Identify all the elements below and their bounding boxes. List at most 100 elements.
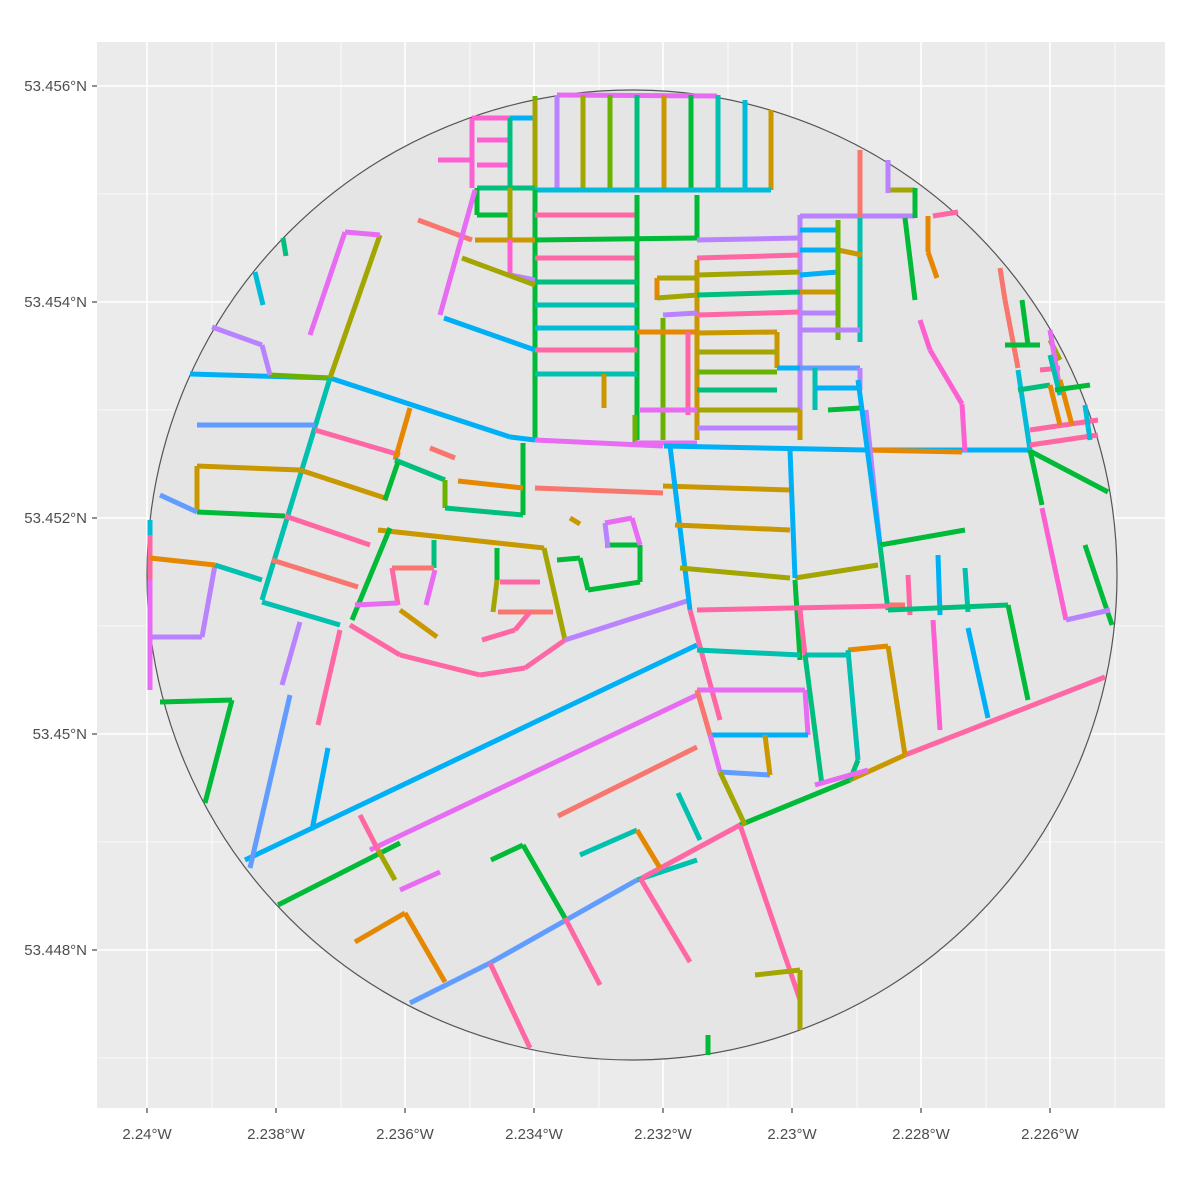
street-segment: [398, 869, 442, 893]
street-segment: [792, 579, 803, 661]
street-segment: [1027, 449, 1045, 506]
y-tick-label: 53.45°N: [33, 726, 87, 743]
street-segment: [1082, 404, 1093, 441]
street-segment: [271, 557, 359, 590]
street-segment: [662, 483, 791, 493]
x-tick-label: 2.228°W: [892, 1126, 951, 1143]
street-segment: [481, 627, 516, 643]
x-tick-label: 2.232°W: [634, 1126, 693, 1143]
street-segment: [299, 467, 389, 502]
street-segment: [382, 461, 401, 501]
street-segment: [489, 842, 525, 863]
street-segment: [392, 407, 413, 461]
street-segment: [634, 828, 663, 870]
street-segment: [1054, 382, 1091, 393]
street-segment: [488, 877, 639, 966]
street-segment: [577, 557, 591, 591]
street-segment: [564, 597, 691, 643]
street-segment: [556, 744, 699, 819]
street-segment: [243, 642, 699, 863]
street-segment: [629, 517, 643, 546]
street-segment: [997, 267, 1008, 301]
street-segment: [315, 629, 343, 726]
x-tick-label: 2.24°W: [122, 1126, 172, 1143]
street-segment: [261, 599, 341, 628]
street-segment: [845, 649, 861, 761]
street-segment: [357, 813, 381, 852]
buffer-circle: [146, 89, 1118, 1061]
street-segment: [354, 600, 399, 608]
street-segment: [696, 329, 778, 336]
street-segment: [663, 443, 867, 453]
street-segment: [656, 292, 698, 301]
street-segment: [717, 770, 748, 827]
y-tick-label: 53.456°N: [24, 78, 87, 95]
street-segment: [754, 967, 801, 978]
street-segment: [368, 692, 699, 853]
street-segment: [1026, 447, 1110, 495]
street-segment: [787, 449, 798, 579]
street-segment: [927, 348, 965, 406]
street-segment: [837, 247, 863, 258]
street-segment: [1005, 604, 1031, 701]
street-segment: [314, 427, 401, 458]
street-segment: [687, 609, 723, 721]
street-segment: [534, 437, 664, 449]
street-segment: [279, 621, 303, 686]
street-segment: [1017, 382, 1051, 393]
street-segment: [762, 734, 773, 776]
street-segment: [389, 567, 401, 606]
street-segment: [604, 515, 633, 526]
street-segment: [904, 674, 1106, 758]
street-segment: [917, 319, 933, 351]
street-segment: [429, 445, 456, 461]
street-segment: [247, 694, 293, 869]
street-segment: [423, 569, 438, 606]
street-segment: [562, 916, 603, 987]
street-segment: [348, 622, 402, 658]
street-segment: [1002, 299, 1021, 369]
street-segment: [694, 689, 713, 736]
street-segment: [487, 961, 533, 1050]
y-tick-label: 53.454°N: [24, 294, 87, 311]
street-segment: [353, 910, 407, 945]
street-segment: [199, 564, 218, 638]
street-segment: [662, 310, 698, 318]
street-segment: [377, 527, 545, 551]
street-segment: [814, 767, 869, 788]
street-segment: [461, 255, 536, 288]
street-segment: [696, 252, 801, 261]
street-segment: [556, 555, 581, 563]
street-segment: [402, 911, 448, 984]
street-segment: [674, 522, 791, 533]
street-segment: [437, 189, 478, 316]
street-segment: [675, 791, 703, 842]
street-segment: [399, 652, 481, 678]
street-segment: [855, 379, 883, 546]
street-segment: [269, 372, 331, 381]
street-segment: [696, 235, 801, 243]
street-segment: [327, 234, 383, 379]
x-axis: 2.24°W 2.238°W 2.236°W 2.234°W 2.232°W 2.23°W…: [122, 1108, 1080, 1143]
street-segment: [307, 231, 348, 336]
street-segments: [147, 92, 1115, 1055]
street-segment: [568, 515, 582, 527]
street-segment: [797, 609, 808, 656]
street-segment: [602, 522, 611, 549]
x-tick-label: 2.234°W: [505, 1126, 564, 1143]
street-segment: [696, 289, 801, 298]
x-tick-label: 2.238°W: [247, 1126, 306, 1143]
street-segment: [877, 544, 891, 611]
street-segment: [1047, 384, 1063, 426]
street-segment: [696, 647, 801, 658]
street-segment: [667, 445, 693, 611]
street-segment: [1065, 607, 1111, 623]
street-segment: [394, 457, 446, 483]
street-segment: [1019, 299, 1031, 346]
street-segment: [696, 309, 801, 318]
street-segment: [329, 375, 511, 440]
street-segment: [696, 603, 891, 613]
x-tick-label: 2.226°W: [1021, 1126, 1080, 1143]
y-tick-label: 53.448°N: [24, 942, 87, 959]
y-tick-label: 53.452°N: [24, 510, 87, 527]
